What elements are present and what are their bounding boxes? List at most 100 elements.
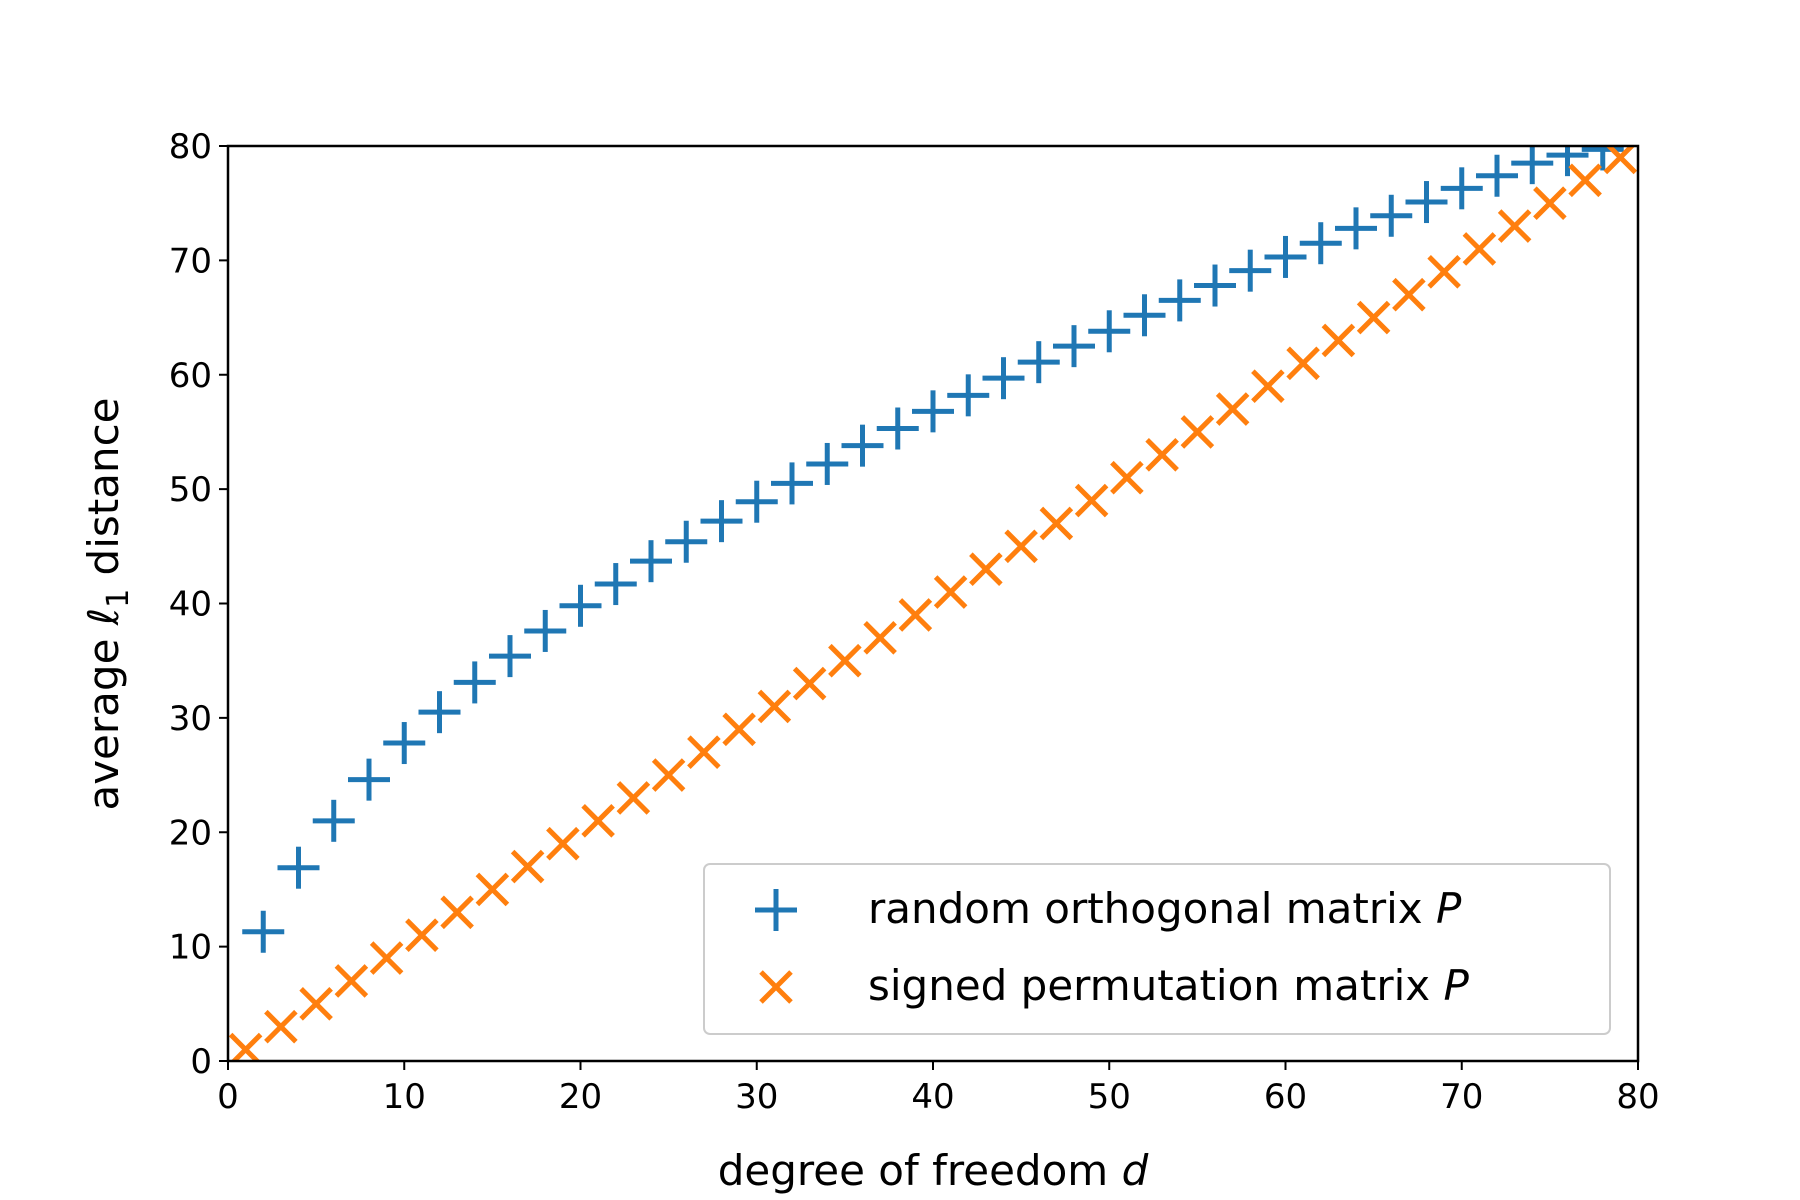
- data-point-signed-permutation: [616, 781, 651, 815]
- y-axis-ticks: 0 10 20 30 40 50 60 70 80: [169, 127, 228, 1082]
- data-point-random-orthogonal: [876, 407, 919, 450]
- data-point-random-orthogonal: [1158, 279, 1201, 322]
- data-point-random-orthogonal: [735, 480, 778, 523]
- x-tick-label: 10: [383, 1077, 426, 1117]
- data-point-signed-permutation: [369, 941, 404, 975]
- data-point-random-orthogonal: [1123, 294, 1166, 337]
- data-point-signed-permutation: [1533, 186, 1567, 220]
- data-point-signed-permutation: [687, 735, 721, 769]
- data-point-random-orthogonal: [1476, 154, 1518, 197]
- data-point-signed-permutation: [581, 804, 615, 838]
- data-point-signed-permutation: [1074, 483, 1109, 518]
- data-point-random-orthogonal: [348, 758, 390, 801]
- data-point-signed-permutation: [1392, 277, 1426, 312]
- y-axis-label: average ℓ1 distance: [79, 397, 136, 810]
- data-markers: [228, 146, 1638, 1061]
- data-point-random-orthogonal: [841, 424, 884, 467]
- y-tick-label: 30: [169, 699, 212, 739]
- x-axis-label: degree of freedom d: [718, 1146, 1149, 1195]
- data-point-signed-permutation: [757, 689, 792, 724]
- data-point-random-orthogonal: [912, 390, 954, 433]
- data-point-random-orthogonal: [489, 635, 531, 678]
- data-point-random-orthogonal: [1370, 194, 1413, 237]
- data-point-signed-permutation: [546, 826, 580, 861]
- legend: random orthogonal matrix P signed permut…: [703, 863, 1611, 1035]
- data-point-signed-permutation: [1462, 232, 1497, 266]
- data-point-random-orthogonal: [1405, 181, 1448, 224]
- data-point-random-orthogonal: [559, 584, 602, 627]
- legend-plus-symbol: [755, 889, 797, 931]
- data-point-random-orthogonal: [1440, 167, 1483, 210]
- data-point-signed-permutation: [440, 895, 474, 930]
- x-tick-label: 50: [1088, 1077, 1131, 1117]
- data-point-random-orthogonal: [771, 462, 813, 505]
- data-point-random-orthogonal: [418, 691, 461, 734]
- legend-marker-plus: [755, 889, 797, 931]
- y-tick-label: 20: [169, 813, 212, 853]
- x-tick-label: 40: [911, 1077, 954, 1117]
- x-tick-label: 20: [559, 1077, 602, 1117]
- data-point-random-orthogonal: [524, 609, 567, 652]
- y-tick-label: 80: [169, 127, 212, 167]
- data-point-random-orthogonal: [700, 500, 743, 543]
- data-point-signed-permutation: [1180, 415, 1215, 449]
- y-tick-label: 70: [169, 241, 212, 281]
- x-tick-label: 80: [1616, 1077, 1659, 1117]
- x-tick-label: 60: [1264, 1077, 1307, 1117]
- data-point-random-orthogonal: [1229, 249, 1272, 292]
- data-point-random-orthogonal: [1299, 222, 1342, 265]
- legend-label-signed-permutation: signed permutation matrix P: [868, 961, 1470, 1010]
- data-point-signed-permutation: [475, 872, 510, 907]
- data-point-random-orthogonal: [242, 910, 285, 953]
- data-point-random-orthogonal: [1088, 310, 1131, 353]
- data-point-signed-permutation: [933, 575, 968, 609]
- data-point-signed-permutation: [1568, 163, 1602, 198]
- data-point-random-orthogonal: [1264, 235, 1307, 278]
- data-point-random-orthogonal: [1017, 341, 1060, 384]
- data-point-signed-permutation: [722, 712, 756, 747]
- data-point-signed-permutation: [510, 849, 545, 884]
- data-point-signed-permutation: [299, 987, 333, 1021]
- data-point-signed-permutation: [228, 1032, 263, 1061]
- data-point-random-orthogonal: [806, 442, 849, 485]
- data-point-random-orthogonal: [1053, 325, 1095, 368]
- data-point-random-orthogonal: [1546, 146, 1589, 177]
- data-point-random-orthogonal: [277, 846, 320, 889]
- data-point-random-orthogonal: [665, 520, 708, 563]
- data-point-signed-permutation: [405, 918, 439, 952]
- y-tick-label: 50: [169, 470, 212, 510]
- data-point-signed-permutation: [1004, 529, 1038, 564]
- data-point-signed-permutation: [651, 758, 686, 792]
- y-tick-label: 10: [169, 928, 212, 968]
- data-point-random-orthogonal: [312, 799, 355, 842]
- data-point-signed-permutation: [334, 964, 369, 998]
- data-point-random-orthogonal: [594, 563, 637, 606]
- y-tick-label: 0: [190, 1042, 212, 1082]
- data-point-signed-permutation: [1497, 209, 1532, 243]
- legend-label-random-orthogonal: random orthogonal matrix P: [868, 884, 1462, 933]
- x-tick-label: 70: [1440, 1077, 1483, 1117]
- data-point-signed-permutation: [828, 643, 862, 678]
- data-point-signed-permutation: [1251, 369, 1285, 403]
- data-point-signed-permutation: [1321, 323, 1356, 358]
- data-point-random-orthogonal: [1335, 207, 1377, 250]
- data-point-signed-permutation: [264, 1009, 298, 1044]
- data-point-random-orthogonal: [453, 661, 496, 704]
- data-point-signed-permutation: [1427, 255, 1461, 289]
- data-point-signed-permutation: [1145, 438, 1179, 472]
- data-point-signed-permutation: [1110, 460, 1144, 495]
- data-point-signed-permutation: [898, 598, 933, 632]
- data-point-signed-permutation: [1286, 346, 1320, 381]
- data-point-random-orthogonal: [630, 540, 672, 583]
- x-tick-label: 0: [217, 1077, 239, 1117]
- y-tick-label: 60: [169, 356, 212, 396]
- legend-box: [703, 863, 1611, 1035]
- data-point-signed-permutation: [1603, 146, 1638, 175]
- data-point-random-orthogonal: [1194, 264, 1236, 307]
- data-point-random-orthogonal: [947, 374, 990, 417]
- data-point-signed-permutation: [969, 552, 1003, 586]
- legend-x-symbol: [759, 970, 793, 1004]
- data-point-random-orthogonal: [982, 357, 1025, 400]
- data-point-signed-permutation: [1356, 300, 1391, 335]
